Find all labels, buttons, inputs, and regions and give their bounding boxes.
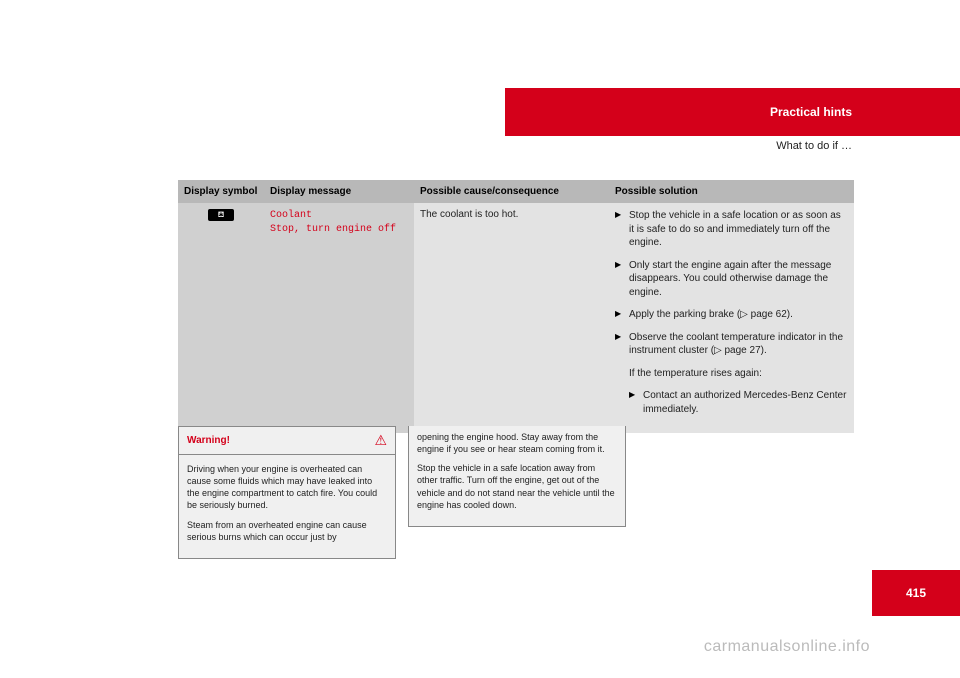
warning-header: Warning! ⚠: [179, 427, 395, 455]
header-title: Practical hints: [770, 105, 852, 119]
cell-message: Coolant Stop, turn engine off: [264, 203, 414, 433]
col-header-message: Display message: [264, 180, 414, 203]
header-bar: Practical hints: [505, 88, 960, 136]
solution-item: Apply the parking brake (▷ page 62).: [615, 308, 848, 322]
warning-box: Warning! ⚠ Driving when your engine is o…: [178, 426, 396, 559]
solution-item: Observe the coolant temperature indicato…: [615, 331, 848, 358]
cell-symbol: ⛾: [178, 203, 264, 433]
table-header-row: Display symbol Display message Possible …: [178, 180, 854, 203]
col-header-symbol: Display symbol: [178, 180, 264, 203]
solution-item: Contact an authorized Mercedes-Benz Cent…: [615, 389, 848, 416]
header-subtitle: What to do if …: [776, 140, 852, 152]
cell-cause: The coolant is too hot.: [414, 203, 609, 433]
warning-body: Driving when your engine is overheated c…: [179, 455, 395, 558]
solution-item: Only start the engine again after the me…: [615, 259, 848, 300]
col-header-solution: Possible solution: [609, 180, 854, 203]
solution-item: Stop the vehicle in a safe location or a…: [615, 209, 848, 250]
warning-title: Warning!: [187, 435, 230, 446]
col-header-cause: Possible cause/consequence: [414, 180, 609, 203]
warning-paragraph: opening the engine hood. Stay away from …: [417, 431, 617, 455]
warning-continued-box: opening the engine hood. Stay away from …: [408, 426, 626, 527]
solution-item: If the temperature rises again:: [615, 367, 848, 381]
page-number-tab: 415: [872, 570, 960, 616]
watermark: carmanualsonline.info: [704, 638, 870, 656]
table-row: ⛾ Coolant Stop, turn engine off The cool…: [178, 203, 854, 433]
coolant-temp-icon: ⛾: [208, 209, 235, 221]
solution-list: Stop the vehicle in a safe location or a…: [615, 209, 848, 416]
warning-icon: ⚠: [374, 432, 387, 449]
display-message-text: Coolant Stop, turn engine off: [270, 209, 408, 237]
cause-text: The coolant is too hot.: [420, 209, 603, 220]
warning-paragraph: Steam from an overheated engine can caus…: [187, 519, 387, 543]
warning-paragraph: Stop the vehicle in a safe location away…: [417, 462, 617, 511]
warning-paragraph: Driving when your engine is overheated c…: [187, 463, 387, 512]
display-messages-table: Display symbol Display message Possible …: [178, 180, 854, 433]
page-number: 415: [906, 586, 926, 600]
cell-solution: Stop the vehicle in a safe location or a…: [609, 203, 854, 433]
